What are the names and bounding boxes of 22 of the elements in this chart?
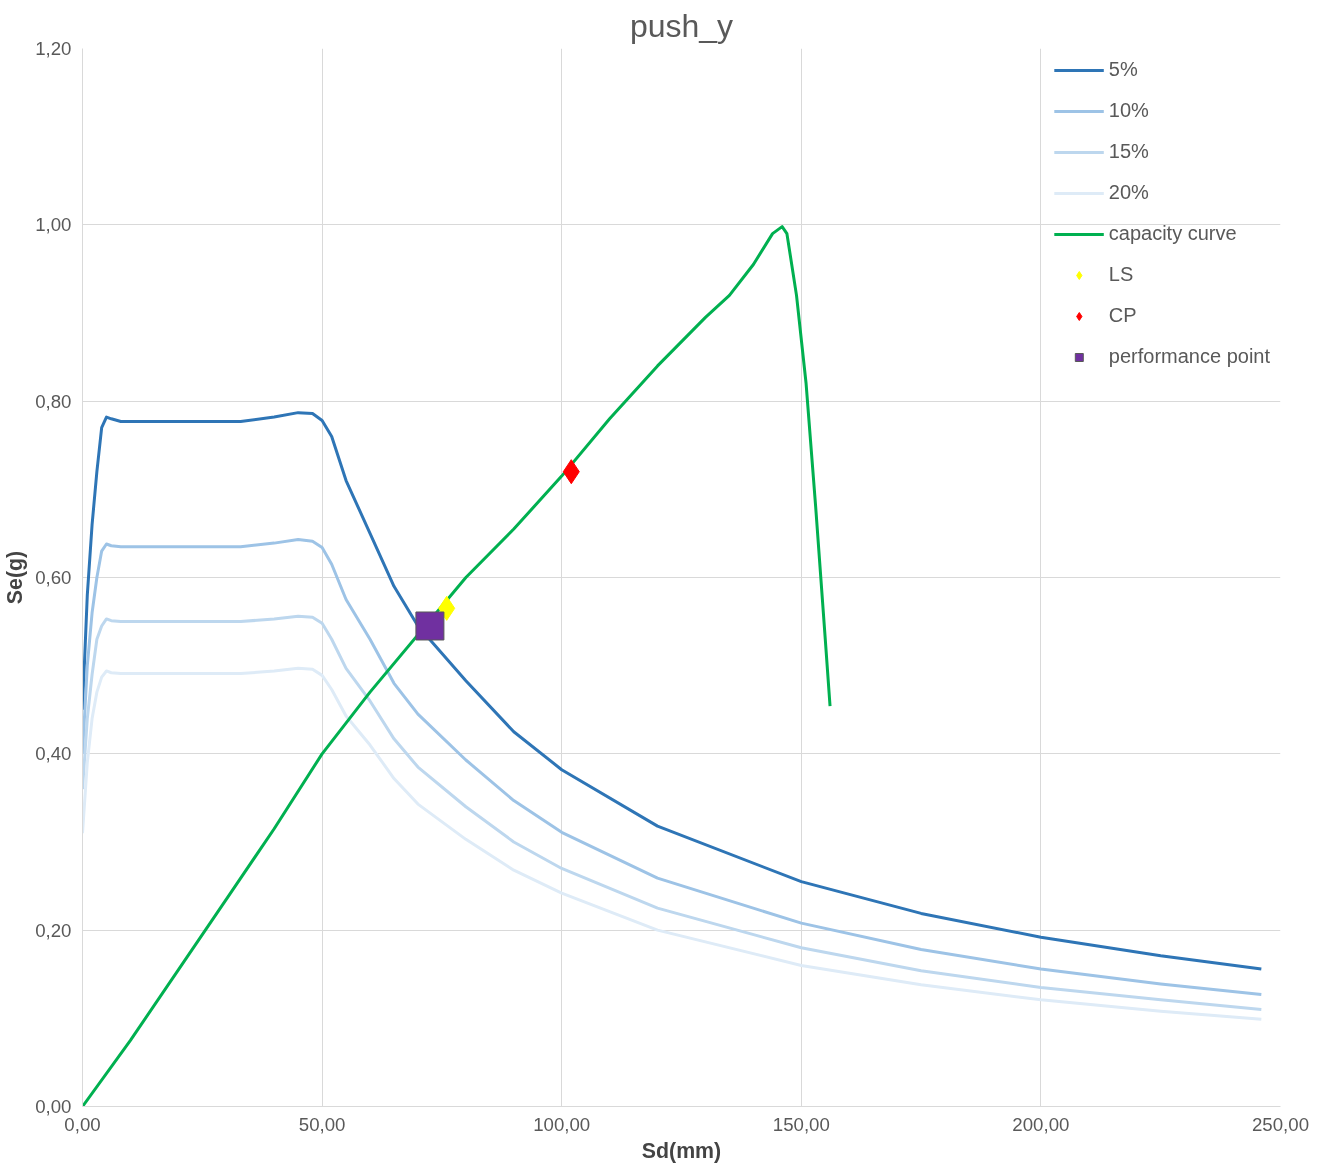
y-tick-label: 1,00 (35, 214, 72, 236)
chart-title: push_y (629, 7, 734, 44)
x-tick-label: 150,00 (772, 1113, 830, 1135)
x-tick-label: 200,00 (1012, 1113, 1070, 1135)
y-tick-label: 0,40 (35, 743, 72, 765)
y-axis-title: Se(g) (3, 550, 28, 605)
legend-label: CP (1108, 304, 1137, 327)
x-axis-title: Sd(mm) (641, 1138, 722, 1163)
y-tick-label: 0,20 (35, 919, 72, 941)
y-tick-label: 0,80 (35, 390, 72, 412)
y-tick-label: 0,60 (35, 567, 72, 588)
x-tick-label: 100,00 (533, 1113, 591, 1135)
legend-label: 15% (1108, 140, 1149, 163)
x-tick-label: 250,00 (1251, 1113, 1310, 1135)
legend-label: 10% (1108, 99, 1149, 122)
legend-label: 20% (1108, 181, 1149, 204)
x-tick-label: 50,00 (298, 1113, 346, 1135)
legend-label: 5% (1108, 58, 1138, 81)
y-tick-label: 1,20 (35, 38, 72, 59)
legend-label: performance point (1108, 345, 1270, 368)
legend-label: LS (1108, 263, 1134, 286)
legend-label: capacity curve (1108, 222, 1237, 245)
